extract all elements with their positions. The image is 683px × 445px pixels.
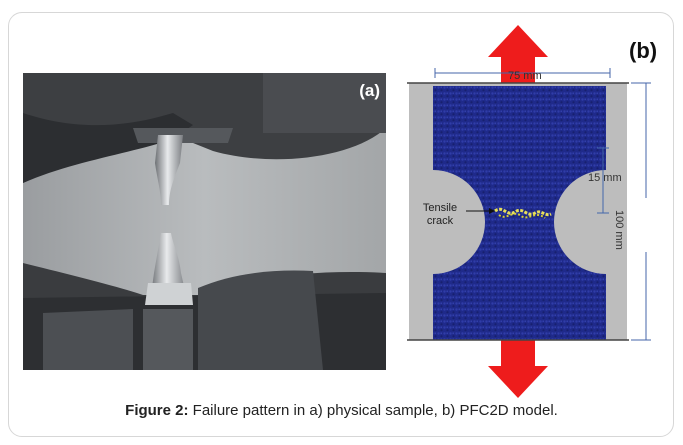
panel-a-photo: (a) (23, 73, 386, 370)
neck-dimension-label: 15 mm (588, 172, 622, 184)
height-dimension-label: 100 mm (613, 210, 625, 250)
panel-b-label: (b) (629, 38, 657, 64)
caption-prefix: Figure 2: (125, 402, 188, 419)
tensile-test-photo (23, 73, 386, 370)
crack-label-line2: crack (415, 215, 465, 228)
figure-caption: Figure 2: Failure pattern in a) physical… (0, 402, 683, 419)
width-dimension-label: 75 mm (508, 70, 542, 82)
crack-label-line1: Tensile (415, 202, 465, 215)
crack-label: Tensile crack (415, 202, 465, 228)
panel-b-model: (b) 75 mm 15 mm 100 mm Tensile crack (395, 20, 675, 400)
panel-a-label: (a) (359, 81, 380, 101)
bottom-load-arrow (488, 335, 548, 398)
caption-text: Failure pattern in a) physical sample, b… (189, 402, 558, 419)
